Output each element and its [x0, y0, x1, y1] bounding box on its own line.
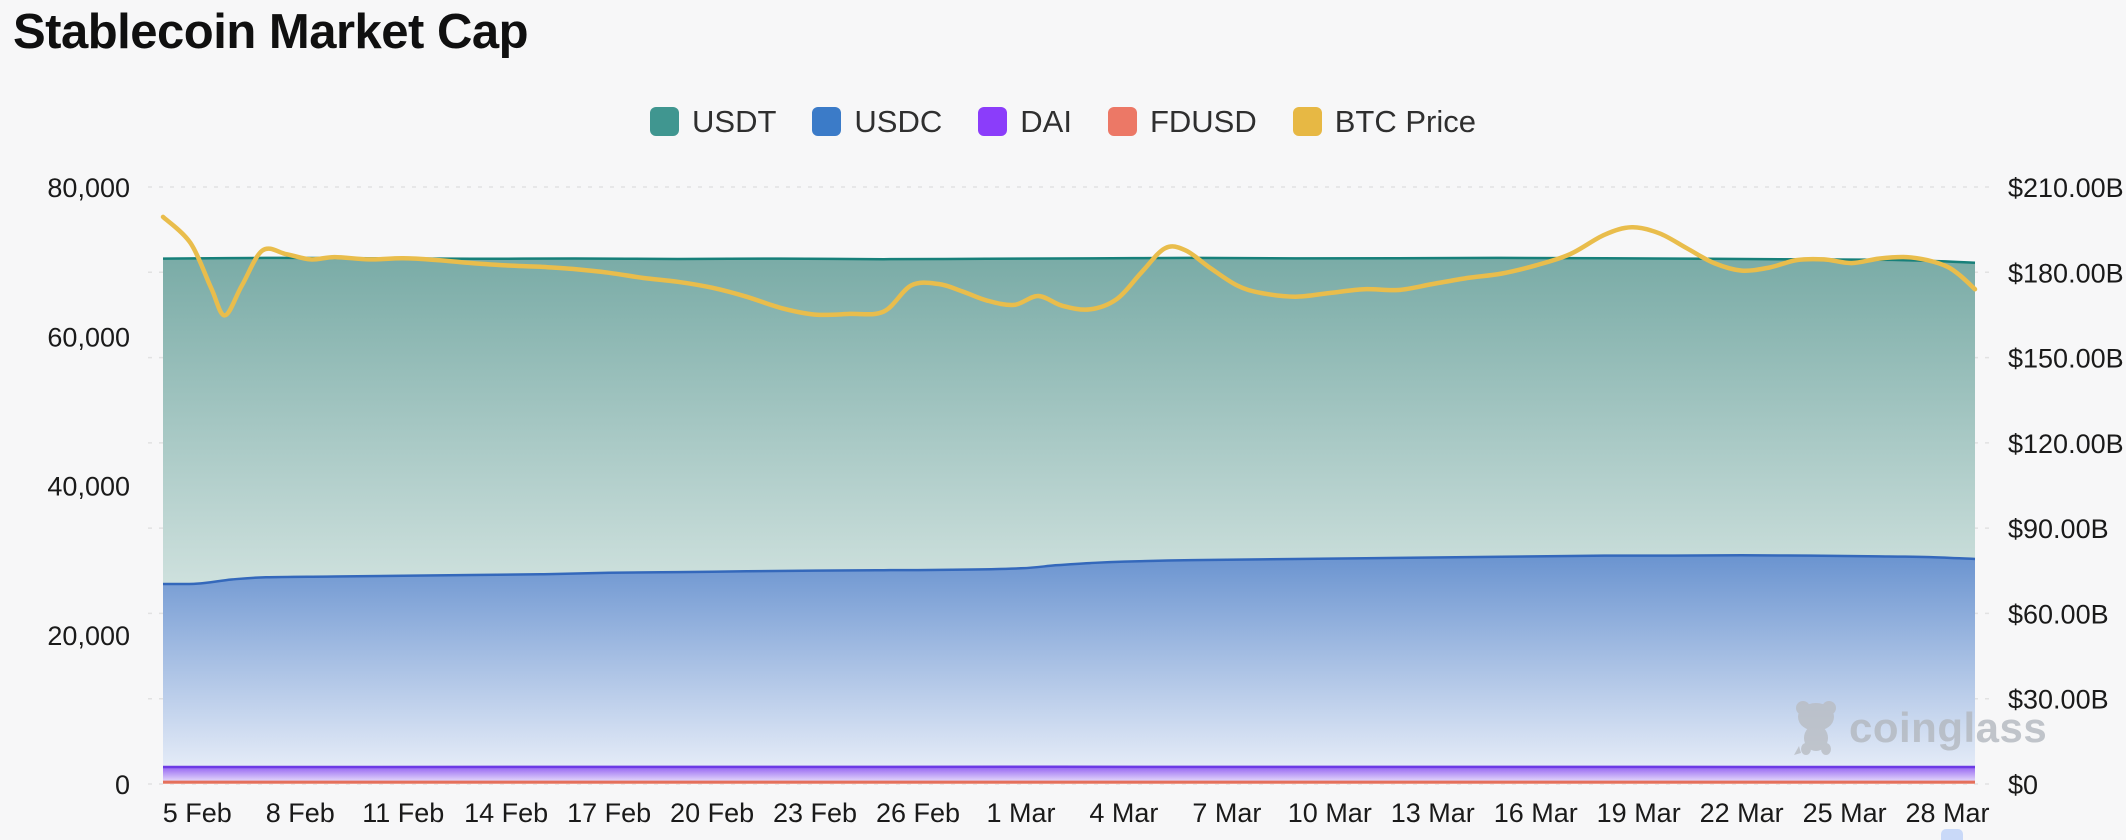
x-axis-tick-label: 16 Mar [1494, 798, 1578, 828]
dai-area[interactable] [163, 766, 1975, 783]
x-axis-tick-label: 5 Feb [163, 798, 232, 828]
right-axis-tick-label: $60.00B [2008, 599, 2109, 629]
x-axis-tick-label: 10 Mar [1288, 798, 1372, 828]
x-axis-tick-label: 23 Feb [773, 798, 857, 828]
usdt-area[interactable] [163, 257, 1975, 585]
legend-item-usdc[interactable]: USDC [812, 106, 942, 137]
chart-legend: USDT USDC DAI FDUSD BTC Price [0, 106, 2126, 137]
x-axis-tick-label: 20 Feb [670, 798, 754, 828]
left-axis-tick-label: 0 [115, 770, 130, 800]
x-axis-tick-label: 14 Feb [464, 798, 548, 828]
usdc-area[interactable] [163, 555, 1975, 767]
x-axis-tick-label: 17 Feb [567, 798, 651, 828]
x-axis-tick-label: 26 Feb [876, 798, 960, 828]
legend-item-dai[interactable]: DAI [978, 106, 1072, 137]
left-axis-tick-label: 40,000 [47, 472, 130, 502]
x-axis-tick-label: 1 Mar [986, 798, 1055, 828]
legend-swatch-icon [978, 107, 1008, 136]
right-axis-tick-label: $210.00B [2008, 173, 2124, 203]
page-title: Stablecoin Market Cap [13, 5, 529, 59]
left-axis-tick-label: 80,000 [47, 173, 130, 203]
right-axis-tick-label: $120.00B [2008, 429, 2124, 459]
x-axis-tick-label: 11 Feb [362, 798, 444, 828]
legend-item-usdt[interactable]: USDT [650, 106, 776, 137]
legend-swatch-icon [1107, 107, 1137, 136]
right-axis-tick-label: $30.00B [2008, 685, 2109, 715]
legend-item-fdusd[interactable]: FDUSD [1107, 104, 1257, 139]
x-axis-tick-label: 8 Feb [266, 798, 335, 828]
x-axis-tick-label: 13 Mar [1391, 798, 1475, 828]
right-axis-tick-label: $180.00B [2008, 258, 2124, 288]
legend-swatch-icon [812, 107, 842, 136]
legend-label: USDC [854, 104, 943, 139]
x-axis-tick-label: 19 Mar [1597, 798, 1681, 828]
x-axis-tick-label: 28 Mar [1906, 798, 1990, 828]
right-axis-tick-label: $150.00B [2008, 344, 2124, 374]
usdc-boundary-line [162, 554, 1976, 586]
legend-label: DAI [1020, 104, 1072, 139]
right-axis-tick-label: $0 [2008, 770, 2038, 800]
legend-label: FDUSD [1149, 104, 1257, 139]
partial-element-bottom-right[interactable] [1941, 829, 1963, 840]
legend-item-btc-price[interactable]: BTC Price [1292, 104, 1476, 139]
x-axis-tick-label: 25 Mar [1803, 798, 1887, 828]
x-axis-tick-label: 4 Mar [1089, 798, 1158, 828]
right-axis-tick-label: $90.00B [2008, 514, 2109, 544]
left-axis-tick-label: 20,000 [47, 621, 130, 651]
usdt-boundary-line [162, 256, 1976, 264]
btc-price-line[interactable] [160, 214, 1978, 318]
left-axis-tick-label: 60,000 [47, 322, 130, 352]
legend-label: BTC Price [1334, 104, 1476, 139]
x-axis-tick-label: 7 Mar [1192, 798, 1261, 828]
legend-swatch-icon [1292, 107, 1322, 136]
legend-swatch-icon [650, 107, 680, 136]
legend-label: USDT [692, 104, 777, 139]
x-axis-tick-label: 22 Mar [1700, 798, 1784, 828]
